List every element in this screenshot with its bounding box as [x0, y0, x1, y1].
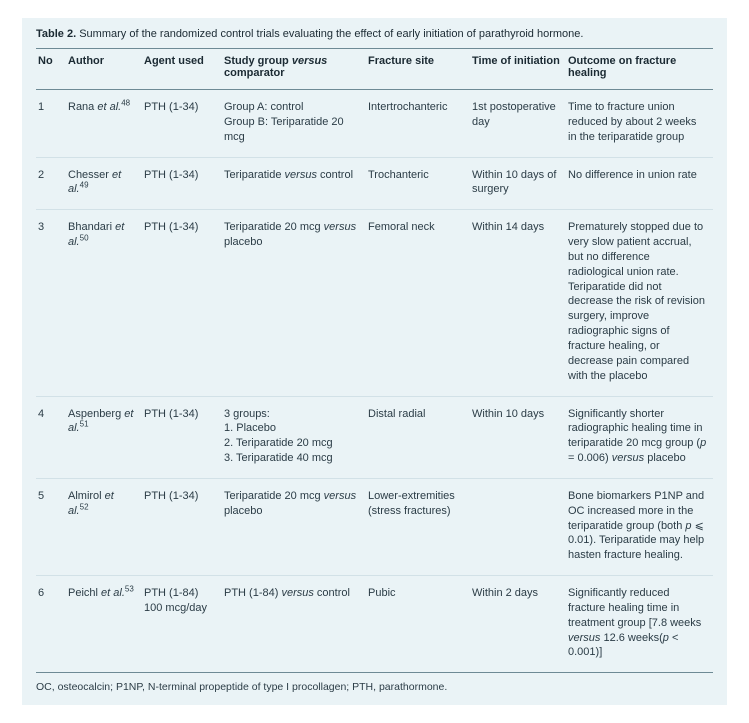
- cell-study: PTH (1-84) versus control: [222, 576, 366, 673]
- table-container: Table 2. Summary of the randomized contr…: [22, 18, 727, 705]
- cell-site: Trochanteric: [366, 157, 470, 210]
- cell-agent: PTH (1-34): [142, 210, 222, 396]
- cell-site: Intertrochanteric: [366, 90, 470, 158]
- cell-author: Almirol et al.52: [66, 478, 142, 575]
- cell-agent: PTH (1-34): [142, 478, 222, 575]
- header-row: No Author Agent used Study group versus …: [36, 49, 713, 90]
- table-row: 4 Aspenberg et al.51 PTH (1-34) 3 groups…: [36, 396, 713, 478]
- cell-agent: PTH (1-34): [142, 157, 222, 210]
- col-outcome: Outcome on fracture healing: [566, 49, 713, 90]
- cell-agent: PTH (1-34): [142, 90, 222, 158]
- cell-outcome: Time to fracture union reduced by about …: [566, 90, 713, 158]
- caption-text: Summary of the randomized control trials…: [79, 28, 583, 40]
- cell-study: Teriparatide versus control: [222, 157, 366, 210]
- cell-study: Teriparatide 20 mcg versus placebo: [222, 210, 366, 396]
- col-time: Time of initiation: [470, 49, 566, 90]
- cell-time: 1st postoperative day: [470, 90, 566, 158]
- table-row: 3 Bhandari et al.50 PTH (1-34) Teriparat…: [36, 210, 713, 396]
- cell-author: Rana et al.48: [66, 90, 142, 158]
- cell-study: Teriparatide 20 mcg versus placebo: [222, 478, 366, 575]
- cell-outcome: Significantly shorter radiographic heali…: [566, 396, 713, 478]
- caption-label: Table 2.: [36, 28, 76, 40]
- table-row: 1 Rana et al.48 PTH (1-34) Group A: cont…: [36, 90, 713, 158]
- cell-no: 5: [36, 478, 66, 575]
- cell-time: [470, 478, 566, 575]
- cell-outcome: Prematurely stopped due to very slow pat…: [566, 210, 713, 396]
- table-row: 2 Chesser et al.49 PTH (1-34) Teriparati…: [36, 157, 713, 210]
- cell-no: 6: [36, 576, 66, 673]
- cell-agent: PTH (1-84) 100 mcg/day: [142, 576, 222, 673]
- cell-study: Group A: control Group B: Teriparatide 2…: [222, 90, 366, 158]
- table-row: 6 Peichl et al.53 PTH (1-84) 100 mcg/day…: [36, 576, 713, 673]
- cell-time: Within 10 days of surgery: [470, 157, 566, 210]
- col-no: No: [36, 49, 66, 90]
- cell-author: Bhandari et al.50: [66, 210, 142, 396]
- col-site: Fracture site: [366, 49, 470, 90]
- cell-study: 3 groups: 1. Placebo 2. Teriparatide 20 …: [222, 396, 366, 478]
- cell-outcome: No difference in union rate: [566, 157, 713, 210]
- cell-author: Aspenberg et al.51: [66, 396, 142, 478]
- cell-site: Lower-extremities (stress fractures): [366, 478, 470, 575]
- cell-time: Within 2 days: [470, 576, 566, 673]
- cell-site: Femoral neck: [366, 210, 470, 396]
- cell-no: 3: [36, 210, 66, 396]
- cell-author: Peichl et al.53: [66, 576, 142, 673]
- table-row: 5 Almirol et al.52 PTH (1-34) Teriparati…: [36, 478, 713, 575]
- cell-site: Pubic: [366, 576, 470, 673]
- cell-outcome: Bone biomarkers P1NP and OC increased mo…: [566, 478, 713, 575]
- cell-agent: PTH (1-34): [142, 396, 222, 478]
- data-table: No Author Agent used Study group versus …: [36, 48, 713, 673]
- cell-no: 2: [36, 157, 66, 210]
- cell-no: 4: [36, 396, 66, 478]
- col-agent: Agent used: [142, 49, 222, 90]
- cell-time: Within 10 days: [470, 396, 566, 478]
- cell-no: 1: [36, 90, 66, 158]
- cell-outcome: Significantly reduced fracture healing t…: [566, 576, 713, 673]
- cell-site: Distal radial: [366, 396, 470, 478]
- cell-author: Chesser et al.49: [66, 157, 142, 210]
- col-study: Study group versus comparator: [222, 49, 366, 90]
- table-caption: Table 2. Summary of the randomized contr…: [36, 28, 713, 40]
- table-footnote: OC, osteocalcin; P1NP, N-terminal propep…: [36, 673, 713, 693]
- cell-time: Within 14 days: [470, 210, 566, 396]
- col-author: Author: [66, 49, 142, 90]
